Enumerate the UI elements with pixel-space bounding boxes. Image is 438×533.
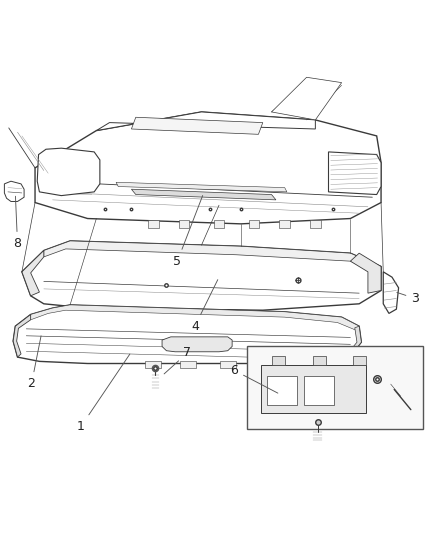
- Text: 7: 7: [164, 346, 191, 374]
- Polygon shape: [162, 337, 232, 352]
- Text: 8: 8: [14, 196, 21, 250]
- FancyBboxPatch shape: [267, 376, 297, 405]
- Polygon shape: [214, 220, 224, 228]
- Text: 1: 1: [77, 354, 130, 433]
- Polygon shape: [131, 117, 263, 134]
- Polygon shape: [272, 77, 342, 120]
- Polygon shape: [255, 361, 271, 368]
- Polygon shape: [13, 305, 361, 364]
- Polygon shape: [44, 241, 381, 274]
- Polygon shape: [179, 220, 189, 228]
- Polygon shape: [328, 152, 381, 195]
- Polygon shape: [13, 314, 31, 357]
- Polygon shape: [279, 220, 290, 228]
- FancyBboxPatch shape: [261, 365, 366, 413]
- Polygon shape: [96, 112, 315, 131]
- Polygon shape: [148, 220, 159, 228]
- Polygon shape: [4, 181, 24, 201]
- Polygon shape: [116, 182, 287, 192]
- FancyBboxPatch shape: [247, 346, 423, 429]
- Polygon shape: [220, 361, 236, 368]
- Polygon shape: [290, 361, 306, 368]
- Polygon shape: [31, 305, 359, 332]
- FancyBboxPatch shape: [304, 376, 334, 405]
- Polygon shape: [272, 356, 285, 365]
- Polygon shape: [131, 189, 276, 200]
- Polygon shape: [350, 253, 381, 293]
- Polygon shape: [353, 356, 366, 365]
- Polygon shape: [313, 356, 326, 365]
- Polygon shape: [22, 241, 381, 310]
- Polygon shape: [310, 220, 321, 228]
- Polygon shape: [37, 148, 100, 196]
- Polygon shape: [35, 112, 381, 224]
- Polygon shape: [180, 361, 196, 368]
- Polygon shape: [145, 361, 161, 368]
- Polygon shape: [325, 361, 341, 368]
- Polygon shape: [346, 326, 361, 356]
- Polygon shape: [249, 220, 259, 228]
- Polygon shape: [383, 272, 399, 313]
- Text: 2: 2: [28, 336, 41, 390]
- Text: 3: 3: [397, 292, 419, 305]
- Text: 6: 6: [230, 364, 278, 393]
- Polygon shape: [22, 251, 44, 296]
- Text: 4: 4: [191, 280, 218, 333]
- Text: 5: 5: [173, 196, 203, 268]
